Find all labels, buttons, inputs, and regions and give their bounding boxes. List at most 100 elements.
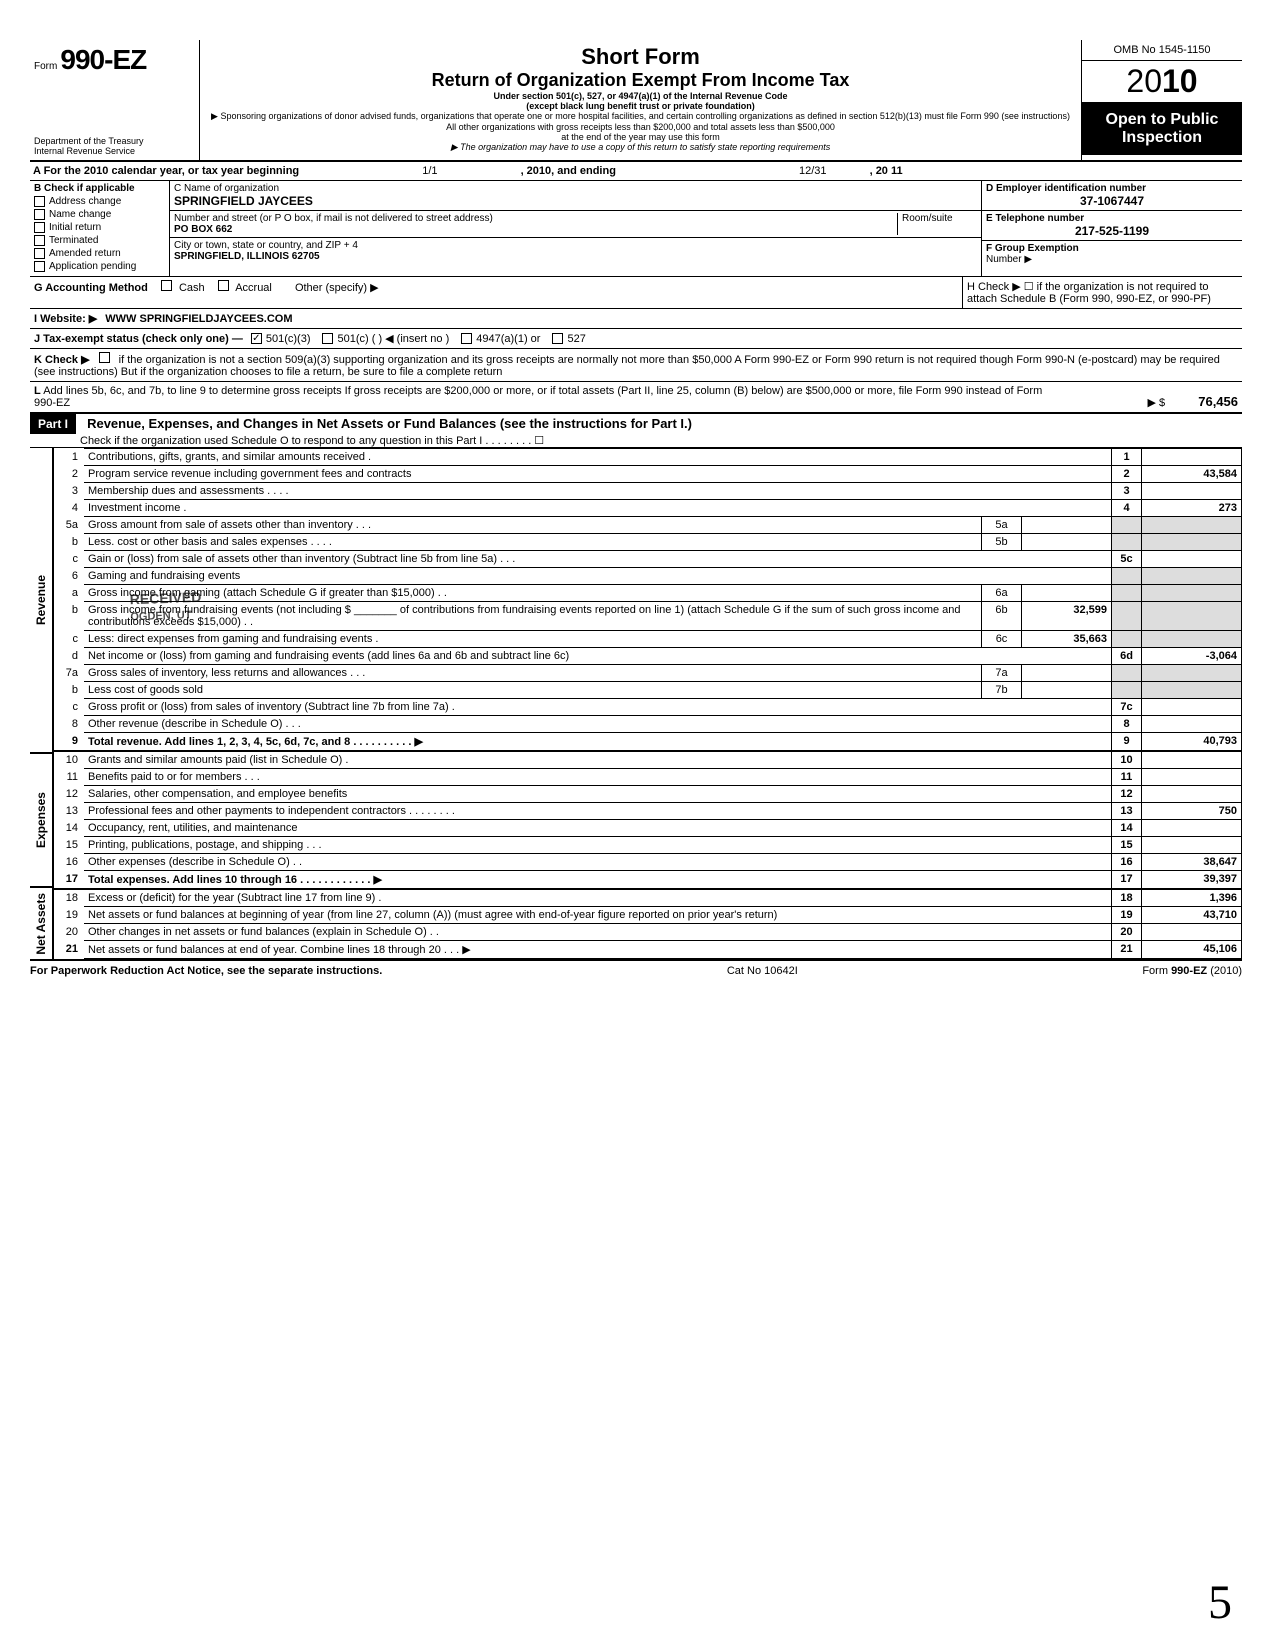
line-3: 3Membership dues and assessments . . . .…: [54, 483, 1242, 500]
line-5b: bLess. cost or other basis and sales exp…: [54, 534, 1242, 551]
sidebar-netassets: Net Assets: [34, 893, 48, 955]
label-address: Number and street (or P O box, if mail i…: [174, 213, 897, 224]
sidebar-expenses: Expenses: [34, 792, 48, 848]
line-6c: cLess: direct expenses from gaming and f…: [54, 631, 1242, 648]
row-gh: G Accounting Method Cash Accrual Other (…: [30, 277, 1242, 309]
sidebar-revenue: Revenue: [34, 575, 48, 625]
form-number: 990-EZ: [60, 44, 146, 75]
header-center: Short Form Return of Organization Exempt…: [200, 40, 1082, 160]
line-20: 20Other changes in net assets or fund ba…: [54, 924, 1242, 941]
form-990ez: Form 990-EZ Department of the Treasury I…: [30, 40, 1242, 977]
cb-address-change[interactable]: Address change: [34, 196, 165, 207]
cb-accrual[interactable]: [218, 280, 229, 291]
cb-pending[interactable]: Application pending: [34, 261, 165, 272]
cb-4947[interactable]: [461, 333, 472, 344]
line-2: 2Program service revenue including gover…: [54, 466, 1242, 483]
cb-501c[interactable]: [322, 333, 333, 344]
room-suite: Room/suite: [897, 213, 977, 235]
note4: ▶ The organization may have to use a cop…: [208, 142, 1073, 153]
line-1: 1Contributions, gifts, grants, and simil…: [54, 449, 1242, 466]
footer-form: Form 990-EZ (2010): [1142, 965, 1242, 977]
phone: 217-525-1199: [986, 224, 1238, 238]
org-name: SPRINGFIELD JAYCEES: [174, 194, 977, 208]
note2: All other organizations with gross recei…: [208, 122, 1073, 132]
col-def: D Employer identification number 37-1067…: [982, 181, 1242, 276]
label-group: F Group Exemption: [986, 243, 1079, 254]
line-6d: dNet income or (loss) from gaming and fu…: [54, 648, 1242, 665]
line-7c: cGross profit or (loss) from sales of in…: [54, 699, 1242, 716]
footer: For Paperwork Reduction Act Notice, see …: [30, 959, 1242, 977]
row-j: J Tax-exempt status (check only one) — 5…: [30, 329, 1242, 349]
subtitle2: (except black lung benefit trust or priv…: [208, 101, 1073, 111]
line-6a: aGross income from gaming (attach Schedu…: [54, 585, 1242, 602]
cb-amended[interactable]: Amended return: [34, 248, 165, 259]
line-9: 9Total revenue. Add lines 1, 2, 3, 4, 5c…: [54, 733, 1242, 752]
tax-year: 2010: [1082, 61, 1242, 103]
line-6b: bGross income from fundraising events (n…: [54, 602, 1242, 631]
dept-irs: Internal Revenue Service: [34, 146, 195, 156]
line-14: 14Occupancy, rent, utilities, and mainte…: [54, 820, 1242, 837]
address: PO BOX 662: [174, 224, 897, 235]
cb-k[interactable]: [99, 352, 110, 363]
row-k: K Check ▶ if the organization is not a s…: [30, 349, 1242, 382]
line-7a: 7aGross sales of inventory, less returns…: [54, 665, 1242, 682]
line-4: 4Investment income .4273: [54, 500, 1242, 517]
dept-treasury: Department of the Treasury: [34, 136, 195, 146]
line-17: 17Total expenses. Add lines 10 through 1…: [54, 871, 1242, 890]
line-10: 10Grants and similar amounts paid (list …: [54, 751, 1242, 769]
line-21: 21Net assets or fund balances at end of …: [54, 941, 1242, 959]
row-a: A For the 2010 calendar year, or tax yea…: [30, 162, 1242, 181]
note3: at the end of the year may use this form: [208, 132, 1073, 142]
row-i: I Website: ▶ WWW SPRINGFIELDJAYCEES.COM: [30, 309, 1242, 329]
label-phone: E Telephone number: [986, 213, 1238, 224]
cb-name-change[interactable]: Name change: [34, 209, 165, 220]
part1-header: Part I Revenue, Expenses, and Changes in…: [30, 414, 1242, 448]
line-18: 18Excess or (deficit) for the year (Subt…: [54, 889, 1242, 907]
gross-receipts: 76,456: [1198, 394, 1238, 409]
note1: ▶ Sponsoring organizations of donor advi…: [208, 111, 1073, 122]
handwritten-mark: 5: [1208, 1575, 1232, 1630]
line-12: 12Salaries, other compensation, and empl…: [54, 786, 1242, 803]
received-stamp: RECEIVED OGDEN, UT: [129, 589, 202, 623]
label-org-name: C Name of organization: [174, 183, 977, 194]
line-15: 15Printing, publications, postage, and s…: [54, 837, 1242, 854]
line-16: 16Other expenses (describe in Schedule O…: [54, 854, 1242, 871]
line-8: 8Other revenue (describe in Schedule O) …: [54, 716, 1242, 733]
cb-initial-return[interactable]: Initial return: [34, 222, 165, 233]
line-13: 13Professional fees and other payments t…: [54, 803, 1242, 820]
line-5c: cGain or (loss) from sale of assets othe…: [54, 551, 1242, 568]
part1-body: Revenue Expenses Net Assets 1Contributio…: [30, 448, 1242, 959]
footer-left: For Paperwork Reduction Act Notice, see …: [30, 965, 382, 977]
label-accounting: G Accounting Method: [34, 282, 148, 294]
header-right: OMB No 1545-1150 2010 Open to Public Ins…: [1082, 40, 1242, 160]
website: WWW SPRINGFIELDJAYCEES.COM: [105, 313, 292, 325]
cb-terminated[interactable]: Terminated: [34, 235, 165, 246]
form-prefix: Form: [34, 61, 57, 72]
footer-cat: Cat No 10642I: [727, 965, 798, 977]
ein: 37-1067447: [986, 194, 1238, 208]
omb-number: OMB No 1545-1150: [1082, 40, 1242, 61]
row-h: H Check ▶ ☐ if the organization is not r…: [962, 277, 1242, 308]
form-header: Form 990-EZ Department of the Treasury I…: [30, 40, 1242, 162]
city-state-zip: SPRINGFIELD, ILLINOIS 62705: [174, 251, 977, 262]
label-ein: D Employer identification number: [986, 183, 1238, 194]
cb-cash[interactable]: [161, 280, 172, 291]
line-11: 11Benefits paid to or for members . . .1…: [54, 769, 1242, 786]
subtitle1: Under section 501(c), 527, or 4947(a)(1)…: [208, 91, 1073, 101]
line-7b: bLess cost of goods sold7b: [54, 682, 1242, 699]
short-form-title: Short Form: [208, 44, 1073, 70]
section-bcdef: B Check if applicable Address change Nam…: [30, 181, 1242, 277]
cb-527[interactable]: [552, 333, 563, 344]
line-19: 19Net assets or fund balances at beginni…: [54, 907, 1242, 924]
label-city: City or town, state or country, and ZIP …: [174, 240, 977, 251]
open-public: Open to Public Inspection: [1082, 103, 1242, 155]
main-title: Return of Organization Exempt From Incom…: [208, 70, 1073, 91]
col-b: B Check if applicable Address change Nam…: [30, 181, 170, 276]
header-left: Form 990-EZ Department of the Treasury I…: [30, 40, 200, 160]
line-6: 6Gaming and fundraising events: [54, 568, 1242, 585]
line-5a: 5aGross amount from sale of assets other…: [54, 517, 1242, 534]
row-l: L Add lines 5b, 6c, and 7b, to line 9 to…: [30, 382, 1242, 414]
lines-table: 1Contributions, gifts, grants, and simil…: [54, 448, 1242, 959]
col-c: C Name of organization SPRINGFIELD JAYCE…: [170, 181, 982, 276]
cb-501c3[interactable]: [251, 333, 262, 344]
